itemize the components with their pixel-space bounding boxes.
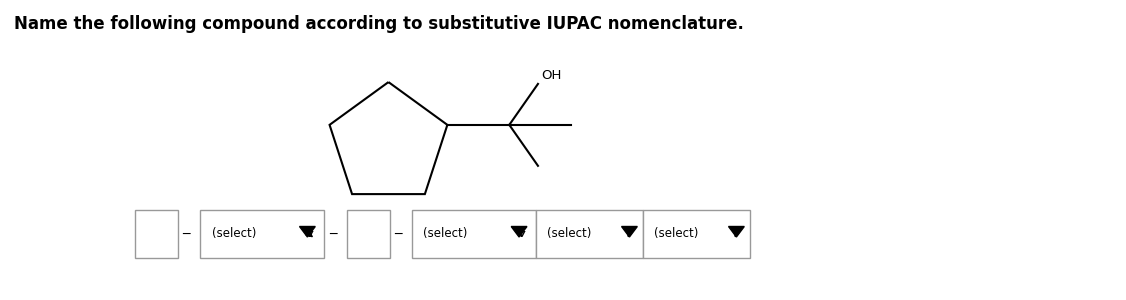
Polygon shape: [729, 226, 744, 237]
Text: ─: ─: [394, 227, 402, 241]
Bar: [412, 210, 536, 258]
Polygon shape: [511, 226, 527, 237]
Polygon shape: [622, 226, 637, 237]
Text: ─: ─: [182, 227, 190, 241]
Text: v: v: [625, 229, 632, 239]
Text: v: v: [518, 229, 525, 239]
Bar: [135, 210, 178, 258]
Text: (select): (select): [212, 227, 256, 241]
Bar: [347, 210, 390, 258]
Text: (select): (select): [547, 227, 591, 241]
Bar: [643, 210, 750, 258]
Text: (select): (select): [423, 227, 467, 241]
Text: v: v: [732, 229, 739, 239]
Text: ─: ─: [329, 227, 337, 241]
Polygon shape: [300, 226, 315, 237]
Text: Name the following compound according to substitutive IUPAC nomenclature.: Name the following compound according to…: [14, 15, 743, 33]
Text: v: v: [306, 229, 313, 239]
Text: (select): (select): [654, 227, 698, 241]
Bar: [536, 210, 643, 258]
Text: OH: OH: [542, 68, 562, 82]
Bar: [200, 210, 324, 258]
